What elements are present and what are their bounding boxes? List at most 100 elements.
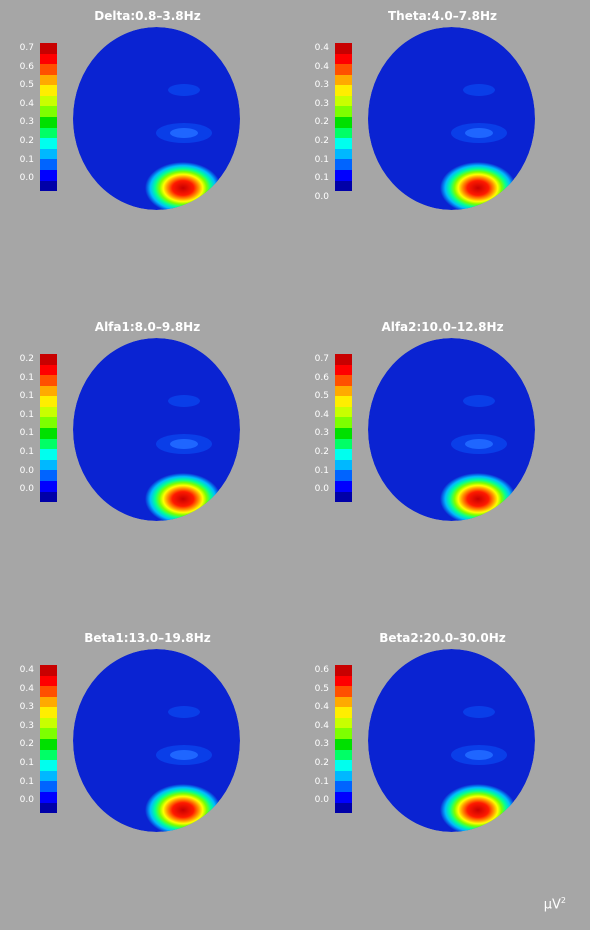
colorbar-segment xyxy=(40,428,57,439)
colorbar-tick-label: 0.0 xyxy=(19,465,34,476)
minor-blob-core xyxy=(170,439,198,449)
colorbar-tick-label: 0.0 xyxy=(314,191,329,202)
scalp-layer xyxy=(73,338,240,521)
colorbar-segment xyxy=(40,459,57,471)
colorbar-segment xyxy=(335,406,352,418)
colorbar xyxy=(335,665,352,814)
colorbar-tick-label: 0.1 xyxy=(314,465,329,476)
colorbar-segment xyxy=(40,180,57,192)
scalp-map xyxy=(368,649,535,832)
colorbar-segment xyxy=(40,106,57,118)
colorbar-segment xyxy=(335,459,352,471)
colorbar-tick-label: 0.1 xyxy=(19,447,34,457)
colorbar-segment xyxy=(40,791,57,803)
minor-blob-core xyxy=(465,128,493,138)
colorbar-segment xyxy=(335,354,352,365)
minor-blob-core xyxy=(170,128,198,138)
colorbar-segment xyxy=(40,138,57,149)
colorbar-segment xyxy=(335,169,352,181)
scalp-map xyxy=(73,27,240,210)
minor-blob-core xyxy=(465,439,493,449)
colorbar-ticks: 0.6 0.5 0.4 0.4 0.3 0.2 0.1 0.0 xyxy=(307,665,329,813)
colorbar-segment xyxy=(40,364,57,376)
colorbar-segment xyxy=(40,169,57,181)
colorbar-tick-label: 0.3 xyxy=(314,428,329,439)
colorbar-tick-label: 0.2 xyxy=(314,758,329,768)
colorbar-segment xyxy=(335,64,352,75)
colorbar-segment xyxy=(40,385,57,397)
colorbar-tick-label: 0.4 xyxy=(314,702,329,713)
colorbar-tick-label: 0.4 xyxy=(314,61,329,72)
colorbar-segment xyxy=(335,159,352,170)
colorbar-tick-label: 0.7 xyxy=(314,354,329,364)
scalp-layer xyxy=(73,27,240,210)
chart-title: Theta:4.0–7.8Hz xyxy=(387,9,498,23)
topomap-panel: Alfa2:10.0–12.8Hz 0.7 0.6 0.5 0.4 0.3 0.2 0.1 0.… xyxy=(295,311,590,521)
colorbar-segment xyxy=(40,438,57,450)
colorbar-segment xyxy=(335,480,352,492)
colorbar-segment xyxy=(40,406,57,418)
topomap-panel: Alfa1:8.0–9.8Hz 0.2 0.1 0.1 0.1 0.1 0.1 0.0 0.0 xyxy=(0,311,295,521)
colorbar-tick-label: 0.2 xyxy=(19,136,34,146)
chart-title: Alfa1:8.0–9.8Hz xyxy=(94,320,201,334)
topomap-panel: Beta1:13.0–19.8Hz 0.4 0.4 0.3 0.3 0.2 0.1 0.1 0.… xyxy=(0,622,295,832)
colorbar-segment xyxy=(335,449,352,460)
colorbar-tick-label: 0.0 xyxy=(19,173,34,184)
colorbar-segment xyxy=(335,106,352,118)
colorbar-tick-label: 0.5 xyxy=(19,80,34,91)
colorbar-segment xyxy=(40,159,57,170)
colorbar-segment xyxy=(335,728,352,740)
colorbar-segment xyxy=(335,375,352,386)
unit-label: μV2 xyxy=(544,896,566,912)
topomap-panel: Beta2:20.0–30.0Hz 0.6 0.5 0.4 0.4 0.3 0.2 0.1 0.… xyxy=(295,622,590,832)
colorbar-segment xyxy=(40,686,57,697)
colorbar-segment xyxy=(335,74,352,86)
colorbar-tick-label: 0.1 xyxy=(314,173,329,184)
chart-title: Delta:0.8–3.8Hz xyxy=(94,9,201,23)
colorbar-segment xyxy=(335,43,352,54)
colorbar-tick-label: 0.2 xyxy=(314,117,329,128)
colorbar-tick-label: 0.3 xyxy=(314,98,329,109)
colorbar-segment xyxy=(335,417,352,429)
scalp-map xyxy=(73,338,240,521)
colorbar-segment xyxy=(335,438,352,450)
topomap-panel: Theta:4.0–7.8Hz 0.4 0.4 0.3 0.3 0.2 0.2 0.1 0.1 0… xyxy=(295,0,590,210)
colorbar-tick-label: 0.1 xyxy=(19,758,34,768)
colorbar-tick-label: 0.6 xyxy=(314,372,329,383)
colorbar-tick-label: 0.3 xyxy=(19,720,34,731)
colorbar-segment xyxy=(40,696,57,708)
colorbar-segment xyxy=(335,802,352,814)
colorbar-tick-label: 0.4 xyxy=(314,720,329,731)
colorbar-tick-label: 0.0 xyxy=(19,795,34,806)
scalp-layer xyxy=(368,27,535,210)
colorbar-segment xyxy=(40,117,57,128)
minor-blob xyxy=(463,706,495,718)
chart-title: Beta2:20.0–30.0Hz xyxy=(379,631,506,645)
unit-text: μV xyxy=(543,897,561,913)
colorbar-segment xyxy=(40,127,57,139)
colorbar-tick-label: 0.0 xyxy=(19,484,34,495)
scalp-layer xyxy=(368,338,535,521)
colorbar-segment xyxy=(335,364,352,376)
colorbar-tick-label: 0.3 xyxy=(19,117,34,128)
colorbar-tick-label: 0.4 xyxy=(314,43,329,53)
colorbar-segment xyxy=(335,127,352,139)
colorbar-segment xyxy=(335,781,352,792)
colorbar xyxy=(40,665,57,814)
colorbar-tick-label: 0.1 xyxy=(314,154,329,165)
colorbar-segment xyxy=(40,53,57,65)
colorbar xyxy=(40,43,57,192)
colorbar-segment xyxy=(40,802,57,814)
colorbar-segment xyxy=(335,138,352,149)
colorbar-segment xyxy=(40,470,57,481)
colorbar-segment xyxy=(40,85,57,96)
colorbar-segment xyxy=(40,43,57,54)
colorbar-tick-label: 0.1 xyxy=(19,391,34,402)
colorbar xyxy=(335,354,352,503)
colorbar-segment xyxy=(335,717,352,729)
colorbar-segment xyxy=(335,760,352,771)
scalp-layer xyxy=(368,649,535,832)
colorbar-tick-label: 0.2 xyxy=(19,354,34,364)
colorbar-segment xyxy=(40,375,57,386)
colorbar-segment xyxy=(335,791,352,803)
